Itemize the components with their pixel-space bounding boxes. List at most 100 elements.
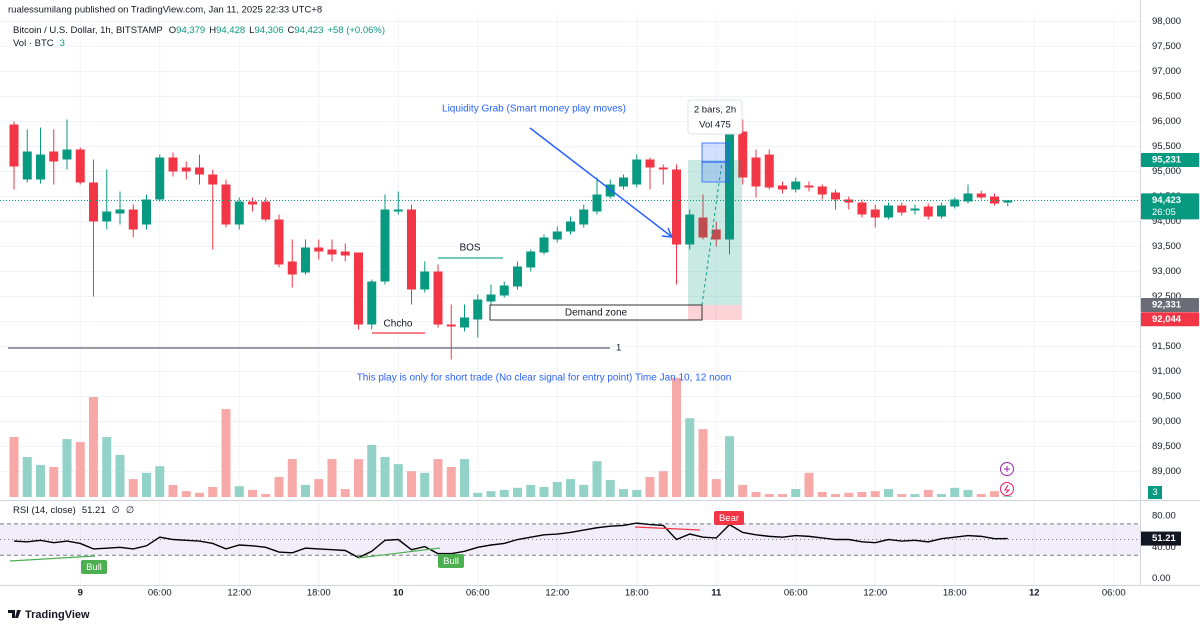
candle-body: [778, 185, 787, 190]
x-tick-label: 12:00: [545, 588, 569, 599]
price-label: 94,423: [1152, 195, 1181, 206]
price-label-box: [1141, 312, 1199, 327]
candles: [9, 119, 1013, 360]
candle-body: [592, 194, 602, 212]
volume-bar: [513, 487, 522, 497]
volume-bar: [248, 489, 257, 497]
candle-body: [115, 209, 125, 214]
candle-body: [897, 205, 907, 213]
rsi: [13, 522, 1008, 559]
icon[interactable]: [1000, 482, 1014, 496]
candle-body: [208, 174, 218, 185]
volume-bar: [619, 489, 628, 497]
volume-bar: [778, 494, 787, 497]
volume-bar: [963, 489, 973, 497]
rsi-label: 51.21: [1152, 533, 1176, 544]
volume-bar: [552, 482, 562, 497]
liquidity-label: Liquidity Grab (Smart money play moves): [442, 104, 626, 115]
candle-body: [990, 196, 999, 204]
change: +58 (+0.06%): [327, 25, 385, 36]
candle-body: [976, 193, 986, 198]
y-tick-label: 93,000: [1152, 266, 1181, 277]
volume-bar: [380, 457, 390, 497]
rsi-tick-label: 80.00: [1152, 510, 1176, 521]
price-label: 92,044: [1152, 314, 1182, 325]
volume-bar: [36, 464, 45, 497]
price-label-box: [1141, 152, 1199, 167]
bull-line: [357, 547, 441, 559]
volume-bar: [208, 487, 218, 497]
y-tick-label: 89,500: [1152, 441, 1181, 452]
icon: [1004, 484, 1011, 494]
candle-body: [884, 205, 893, 218]
candle-body: [566, 221, 575, 232]
candle-body: [460, 317, 469, 328]
candle-body: [658, 167, 668, 170]
volume-bar: [261, 494, 271, 497]
y-tick-label: 96,500: [1152, 91, 1181, 102]
candle-body: [937, 205, 946, 217]
candle-body: [142, 199, 151, 225]
rsi-tick-label: 0.00: [1152, 573, 1171, 584]
bull-badge: [81, 560, 107, 574]
candle-body: [49, 151, 59, 162]
volume-bar: [751, 492, 761, 497]
measure-path: [701, 161, 723, 306]
candle-body: [473, 299, 483, 320]
icon: [1004, 466, 1010, 472]
volume-bar: [314, 479, 324, 497]
volume-bar: [831, 494, 840, 497]
volume-bar: [990, 491, 999, 497]
volume-bar: [857, 492, 867, 497]
candle-body: [619, 177, 628, 187]
candle-body: [261, 201, 271, 220]
candle-body: [327, 249, 337, 255]
volume-bar: [407, 471, 416, 497]
x-tick-label: 12: [1029, 588, 1040, 599]
candle-body: [234, 201, 244, 225]
volume-label: 3: [1152, 487, 1157, 498]
volume-bar: [592, 461, 602, 497]
ohlc-value: 94,428: [216, 25, 245, 36]
rsi-background: [0, 523, 1140, 556]
rsi-extra: ∅: [112, 505, 120, 516]
candle-body: [526, 251, 536, 268]
volume-bar: [155, 466, 165, 497]
volume-bar: [102, 437, 112, 497]
candle-body: [804, 185, 814, 188]
volume-bar: [195, 492, 204, 497]
measure-bars: 2 bars, 2h: [694, 105, 736, 116]
candle-body: [857, 202, 867, 215]
volume-bar: [804, 472, 814, 497]
volume-bar: [62, 439, 72, 497]
candle-body: [155, 157, 165, 200]
candle-body: [420, 271, 430, 290]
volume-bar: [354, 459, 363, 497]
candle-body: [22, 151, 32, 180]
volume-bar: [287, 459, 297, 497]
symbol: Bitcoin / U.S. Dollar, 1h, BITSTAMP: [13, 25, 163, 36]
volume-bar: [976, 494, 986, 497]
candle-body: [62, 149, 72, 160]
volume-bar: [499, 489, 509, 497]
volume-bar: [658, 471, 668, 497]
volume-bar: [923, 489, 933, 497]
volume-bar: [605, 479, 615, 497]
volume-bar: [1003, 495, 1013, 497]
volume-bar: [937, 494, 946, 497]
candle-body: [817, 186, 827, 195]
candle-body: [672, 169, 681, 245]
candle-body: [367, 281, 377, 325]
volume-bar: [884, 489, 893, 497]
candle-body: [168, 157, 178, 172]
candle-body: [711, 229, 721, 240]
x-tick-label: 06:00: [466, 588, 490, 599]
volume: [9, 377, 1013, 497]
candle-body: [632, 159, 642, 185]
y-tick-label: 97,500: [1152, 41, 1181, 52]
ohlc-value: 94,379: [176, 25, 205, 36]
candle-body: [499, 285, 509, 296]
candle-body: [963, 193, 973, 202]
candle-body: [950, 199, 960, 207]
